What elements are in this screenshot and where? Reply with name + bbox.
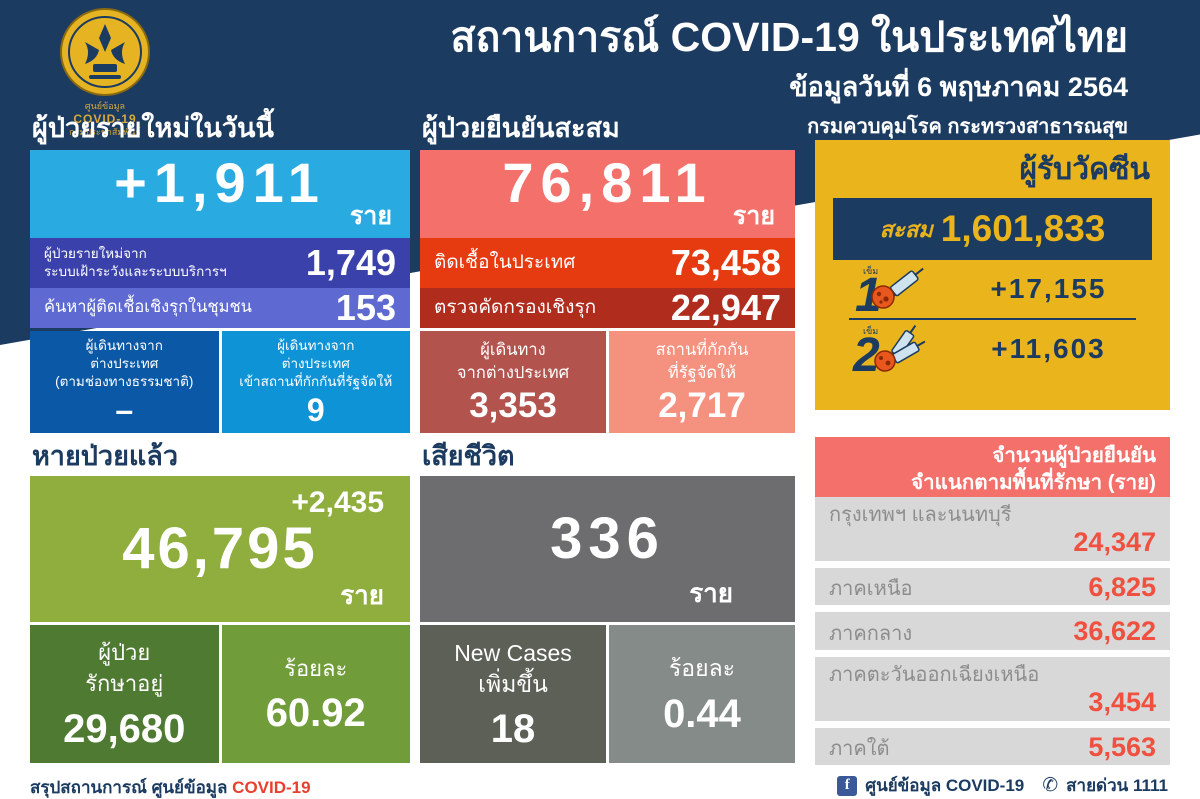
phone-icon: ✆	[1042, 775, 1059, 796]
proactive-screening-value: 22,947	[670, 287, 781, 328]
active-case-finding-value: 153	[335, 287, 396, 328]
domestic-infection-row: ติดเชื้อในประเทศ 73,458	[420, 238, 795, 288]
vaccine-cumulative-value: 1,601,833	[940, 208, 1106, 249]
travellers-quarantine-value: 9	[306, 391, 325, 428]
cumulative-total-panel: 76,811 ราย	[420, 150, 795, 238]
prd-logo: ศูนย์ข้อมูล COVID-19 กรมประชาสัมพันธ์	[50, 8, 160, 139]
active-case-finding-label: ค้นหาผู้ติดเชื้อเชิงรุกในชุมชน	[44, 298, 252, 317]
travellers-natural-channel-box: ผู้เดินทางจาก ต่างประเทศ (ตามช่องทางธรรม…	[30, 331, 219, 433]
dose-2-icon: เข็ม 2	[833, 323, 945, 375]
deaths-total: 336	[550, 506, 665, 571]
new-cases-unit: ราย	[349, 202, 392, 230]
logo-caption: ศูนย์ข้อมูล COVID-19 กรมประชาสัมพันธ์	[50, 101, 160, 139]
logo-caption-line1: ศูนย์ข้อมูล	[84, 101, 126, 111]
footer-covid-highlight: COVID-19	[232, 778, 311, 797]
new-cases-total: +1,911	[114, 151, 326, 214]
dose-1-icon: เข็ม 1	[833, 263, 945, 315]
cumulative-cases-card: 76,811 ราย ติดเชื้อในประเทศ 73,458 ตรวจค…	[420, 150, 795, 433]
region-row-north: ภาคเหนือ 6,825	[815, 567, 1170, 606]
region-row-central: ภาคกลาง 36,622	[815, 612, 1170, 651]
deaths-unit: ราย	[689, 578, 733, 608]
facebook-page-label: ศูนย์ข้อมูล COVID-19	[865, 776, 1025, 795]
cumulative-quarantine-value: 2,717	[658, 385, 746, 425]
section-label-cumulative: ผู้ป่วยยืนยันสะสม	[422, 113, 620, 143]
deaths-split: New Cases เพิ่มขึ้น 18 ร้อยละ 0.44	[420, 625, 795, 763]
recovered-card: +2,435 46,795 ราย ผู้ป่วย รักษาอยู่ 29,6…	[30, 476, 410, 763]
dose-1-value: +17,155	[990, 273, 1107, 304]
proactive-screening-row: ตรวจคัดกรองเชิงรุก 22,947	[420, 287, 795, 328]
recovered-delta: +2,435	[291, 486, 384, 519]
government-seal-icon	[60, 8, 150, 96]
region-row-south: ภาคใต้ 5,563	[815, 727, 1170, 766]
deaths-percent-box: ร้อยละ 0.44	[609, 625, 795, 763]
recovered-total-panel: +2,435 46,795 ราย	[30, 476, 410, 622]
page-title: สถานการณ์ COVID-19 ในประเทศไทย	[450, 14, 1128, 60]
domestic-infection-label: ติดเชื้อในประเทศ	[434, 251, 576, 273]
recovered-percent-box: ร้อยละ 60.92	[221, 625, 410, 763]
vaccine-card: ผู้รับวัคซีน สะสม 1,601,833 เข็ม 1	[815, 140, 1170, 410]
active-case-finding-row: ค้นหาผู้ติดเชื้อเชิงรุกในชุมชน 153	[30, 287, 410, 328]
vaccine-cumulative-box: สะสม 1,601,833	[833, 198, 1152, 260]
section-label-deaths: เสียชีวิต	[422, 441, 515, 471]
dose-2-value: +11,603	[991, 333, 1106, 364]
footer-summary: สรุปสถานการณ์ ศูนย์ข้อมูล COVID-19	[30, 778, 311, 797]
deaths-card: 336 ราย New Cases เพิ่มขึ้น 18 ร้อยละ 0.…	[420, 476, 795, 763]
dose-1-row: เข็ม 1 +17,155	[815, 260, 1170, 318]
deaths-new-cases-box: New Cases เพิ่มขึ้น 18	[420, 625, 606, 763]
recovered-unit: ราย	[340, 580, 384, 610]
surveillance-value: 1,749	[305, 242, 396, 283]
svg-text:เข็ม: เข็ม	[863, 264, 878, 276]
recovered-total: 46,795	[122, 516, 318, 581]
under-treatment-value: 29,680	[63, 706, 186, 751]
section-label-new-cases: ผู้ป่วยรายใหม่ในวันนี้	[32, 113, 274, 143]
facebook-icon: f	[837, 775, 858, 796]
domestic-infection-value: 73,458	[670, 242, 781, 283]
cumulative-total: 76,811	[502, 151, 713, 214]
recovered-percent-value: 60.92	[265, 691, 366, 736]
hotline-label: สายด่วน 1111	[1066, 776, 1168, 795]
recovered-split: ผู้ป่วย รักษาอยู่ 29,680 ร้อยละ 60.92	[30, 625, 410, 763]
footer-contacts: f ศูนย์ข้อมูล COVID-19 ✆ สายด่วน 1111	[837, 772, 1168, 799]
logo-caption-line2: COVID-19	[73, 112, 137, 127]
surveillance-label: ผู้ป่วยรายใหม่จาก ระบบเฝ้าระวังและระบบบร…	[44, 246, 227, 279]
new-cases-surveillance-row: ผู้ป่วยรายใหม่จาก ระบบเฝ้าระวังและระบบบร…	[30, 238, 410, 288]
svg-text:2: 2	[852, 329, 880, 375]
dose-2-row: เข็ม 2 +11,603	[815, 320, 1170, 378]
new-cases-split: ผู้เดินทางจาก ต่างประเทศ (ตามช่องทางธรรม…	[30, 331, 410, 433]
vaccine-cumulative-label: สะสม	[879, 216, 933, 242]
travellers-natural-channel-value: –	[115, 391, 134, 428]
cumulative-quarantine-box: สถานที่กักกัน ที่รัฐจัดให้ 2,717	[609, 331, 795, 433]
vaccine-title: ผู้รับวัคซีน	[1019, 153, 1150, 186]
deaths-new-cases-value: 18	[490, 707, 536, 752]
cumulative-travellers-value: 3,353	[469, 385, 557, 425]
new-cases-card: +1,911 ราย ผู้ป่วยรายใหม่จาก ระบบเฝ้าระว…	[30, 150, 410, 433]
data-date: ข้อมูลวันที่ 6 พฤษภาคม 2564	[789, 72, 1128, 103]
region-row-northeast: ภาคตะวันออกเฉียงเหนือ 3,454	[815, 657, 1170, 721]
new-cases-total-panel: +1,911 ราย	[30, 150, 410, 238]
proactive-screening-label: ตรวจคัดกรองเชิงรุก	[434, 296, 597, 318]
region-row-bangkok: กรุงเทพฯ และนนทบุรี 24,347	[815, 497, 1170, 561]
dose-divider	[849, 318, 1136, 320]
travellers-quarantine-box: ผู้เดินทางจาก ต่างประเทศ เข้าสถานที่กักก…	[221, 331, 410, 433]
deaths-total-panel: 336 ราย	[420, 476, 795, 622]
logo-caption-line3: กรมประชาสัมพันธ์	[69, 127, 141, 138]
cumulative-unit: ราย	[732, 202, 775, 230]
cumulative-split: ผู้เดินทาง จากต่างประเทศ 3,353 สถานที่กั…	[420, 331, 795, 433]
section-label-recovered: หายป่วยแล้ว	[32, 441, 179, 471]
svg-text:เข็ม: เข็ม	[863, 324, 878, 336]
department-name: กรมควบคุมโรค กระทรวงสาธารณสุข	[807, 116, 1128, 139]
header: สถานการณ์ COVID-19 ในประเทศไทย ข้อมูลวัน…	[450, 14, 1128, 142]
cumulative-travellers-box: ผู้เดินทาง จากต่างประเทศ 3,353	[420, 331, 606, 433]
under-treatment-box: ผู้ป่วย รักษาอยู่ 29,680	[30, 625, 219, 763]
regions-header: จำนวนผู้ป่วยยืนยัน จำแนกตามพื้นที่รักษา …	[815, 437, 1170, 503]
regions-list: กรุงเทพฯ และนนทบุรี 24,347 ภาคเหนือ 6,82…	[815, 497, 1170, 772]
deaths-percent-value: 0.44	[663, 691, 741, 736]
